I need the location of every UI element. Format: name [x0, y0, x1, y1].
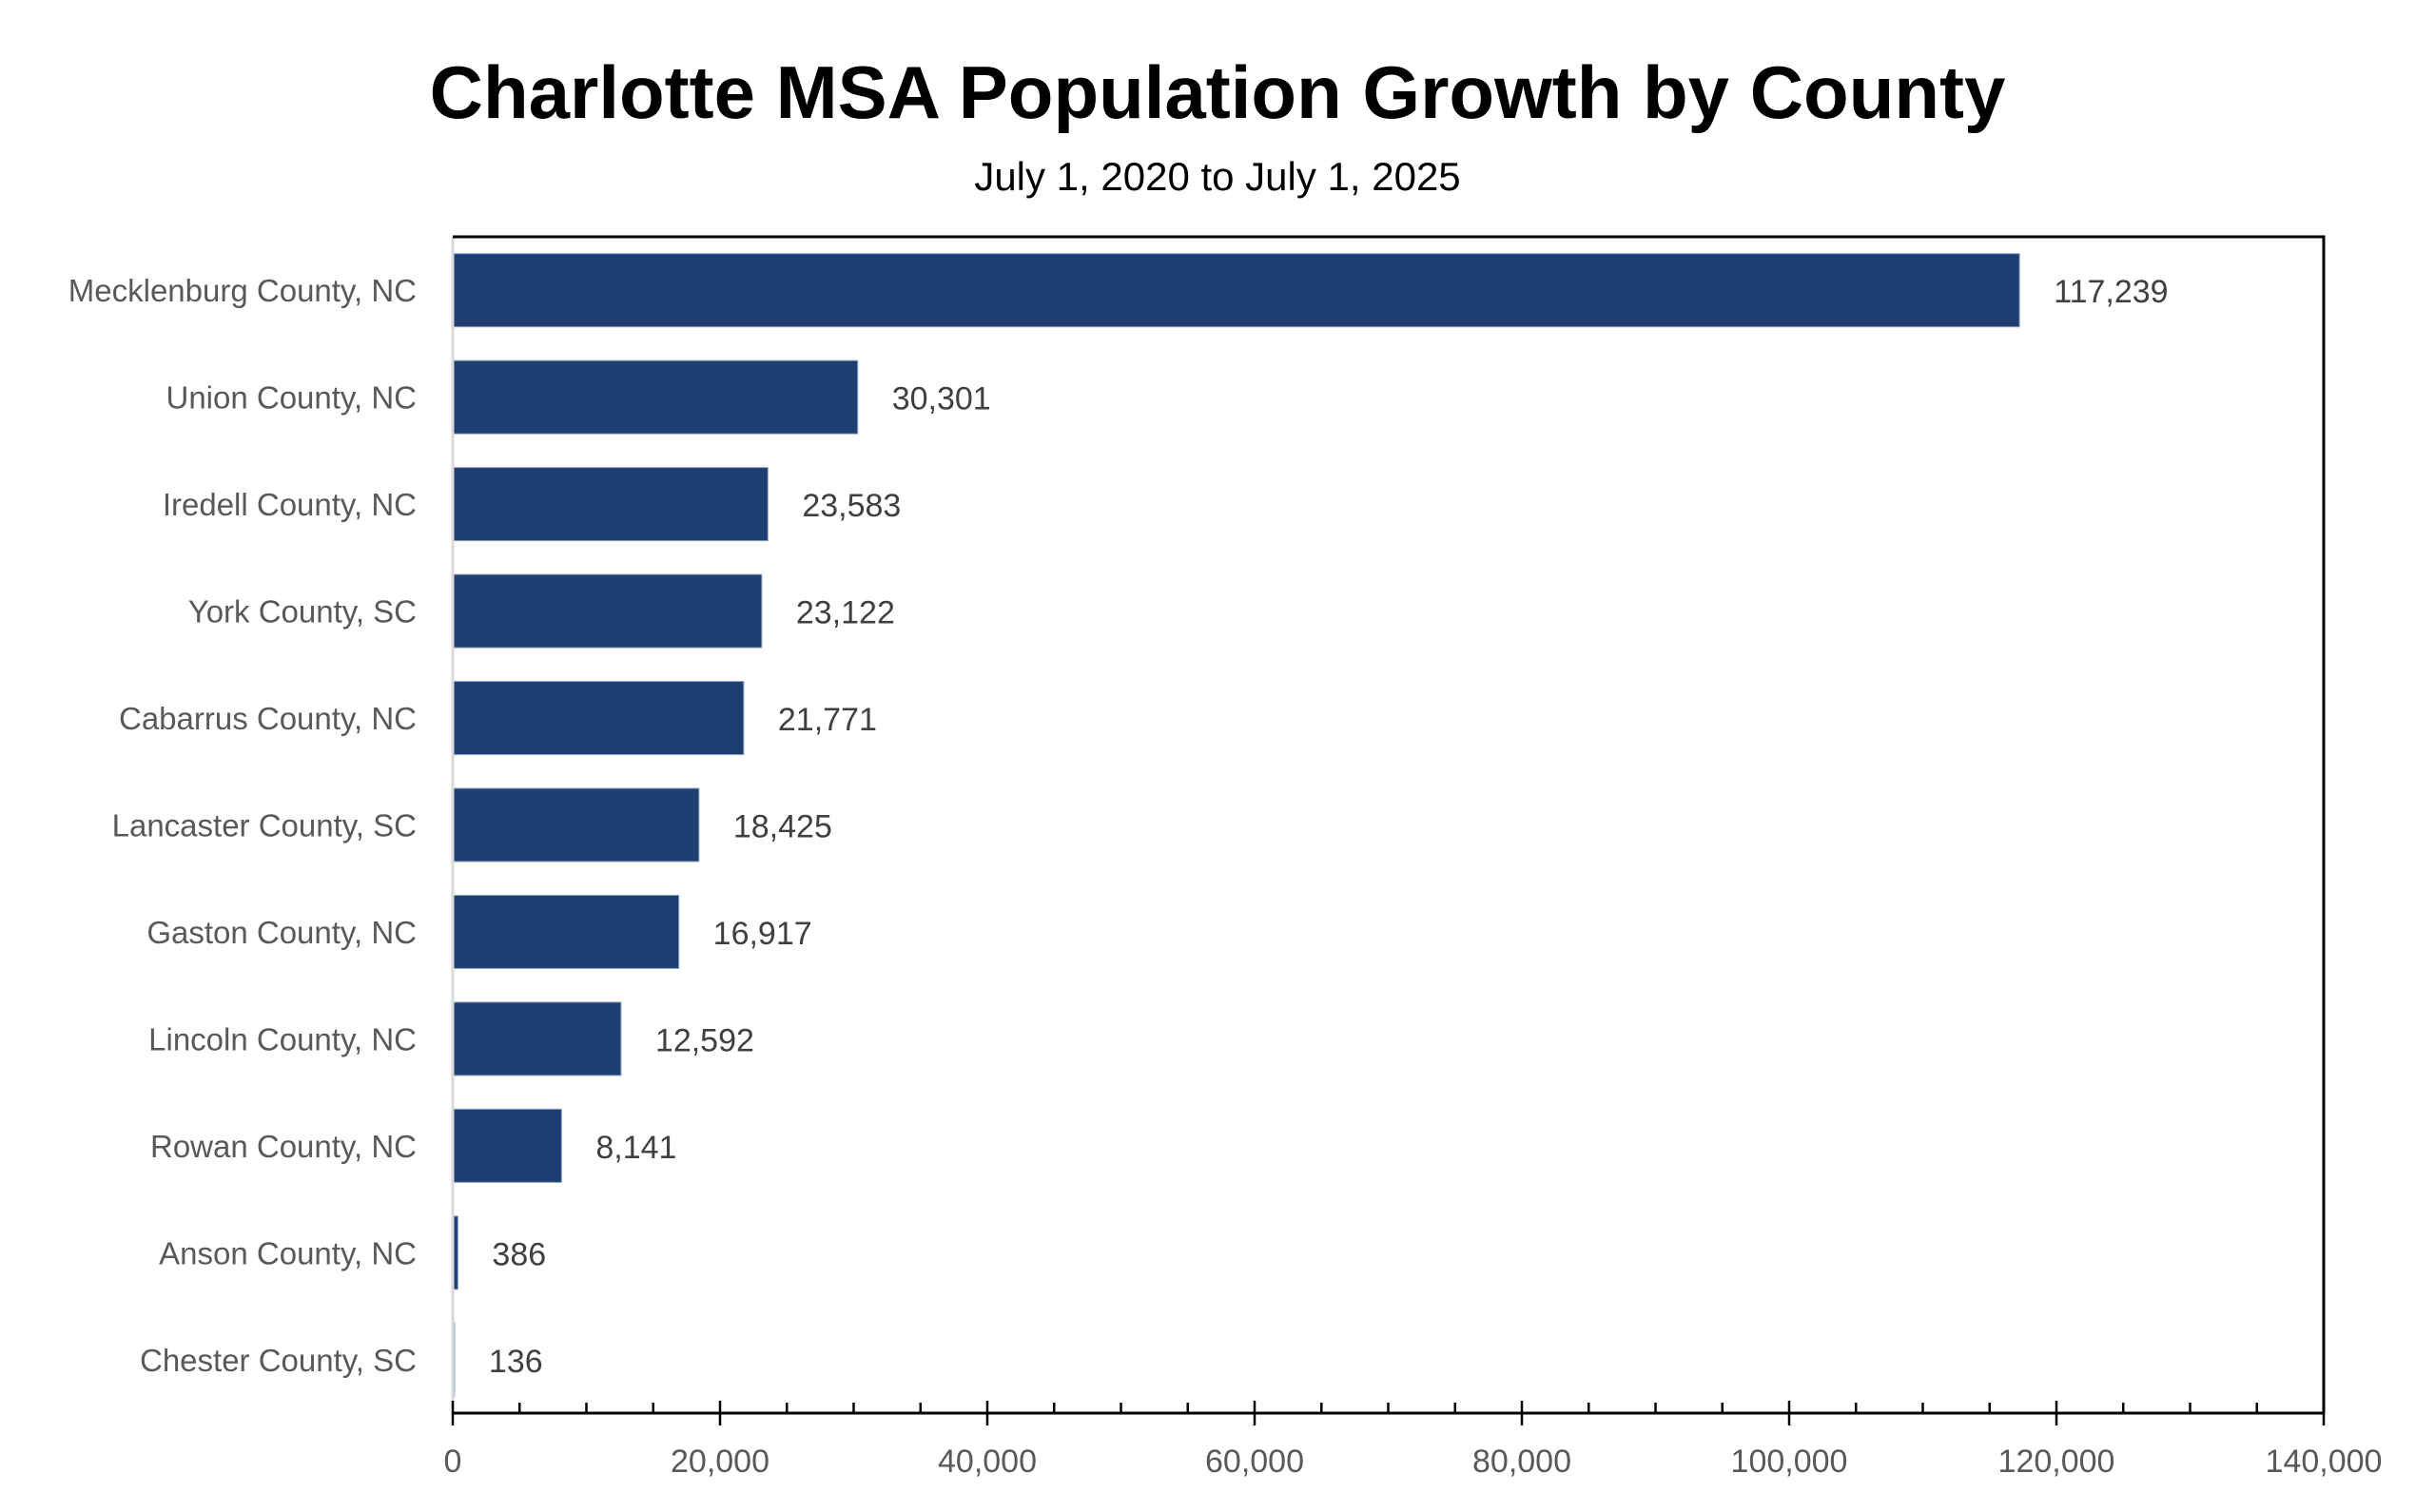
category-label: Union County, NC: [166, 380, 417, 416]
value-label: 12,592: [655, 1022, 754, 1058]
value-label: 18,425: [733, 809, 832, 845]
value-label: 8,141: [595, 1130, 676, 1166]
value-label: 386: [492, 1236, 546, 1272]
category-label: Chester County, SC: [140, 1343, 417, 1378]
bar: [452, 894, 680, 969]
category-label: Cabarrus County, NC: [119, 701, 417, 736]
value-axis-tick-labels: 0 20,000 40,000 60,000 80,000 100,000 120,000 1…: [444, 1444, 2383, 1480]
bar: [452, 359, 859, 435]
x-tick-label: 60,000: [1205, 1444, 1304, 1480]
x-tick-label: 80,000: [1472, 1444, 1571, 1480]
value-axis-ticks: [451, 1401, 2326, 1425]
value-label: 23,583: [802, 488, 901, 524]
category-label: Gaston County, NC: [146, 915, 417, 950]
x-tick-label: 20,000: [671, 1444, 769, 1480]
bar: [452, 573, 763, 649]
chart-title: Charlotte MSA Population Growth by Count…: [430, 50, 2006, 134]
value-labels: 117,239 30,301 23,583 23,122 21,771 18,425 16,…: [489, 274, 2169, 1380]
category-label: Anson County, NC: [159, 1235, 417, 1270]
chart-subtitle: July 1, 2020 to July 1, 2025: [974, 154, 1460, 199]
category-label: Iredell County, NC: [163, 487, 417, 522]
x-tick-label: 140,000: [2266, 1444, 2383, 1480]
bars-layer: [452, 253, 2020, 1397]
category-label: Mecklenburg County, NC: [68, 273, 417, 308]
value-label: 136: [489, 1344, 543, 1380]
category-label: Lincoln County, NC: [148, 1021, 417, 1056]
value-label: 117,239: [2054, 274, 2168, 310]
value-label: 16,917: [713, 916, 812, 952]
category-labels: Mecklenburg County, NC Union County, NC Ir…: [68, 273, 417, 1378]
category-label: Lancaster County, SC: [112, 808, 417, 843]
value-label: 30,301: [892, 381, 991, 417]
bar: [452, 253, 2020, 328]
bar: [452, 467, 769, 542]
x-tick-label: 100,000: [1731, 1444, 1848, 1480]
x-tick-label: 40,000: [938, 1444, 1037, 1480]
bar: [452, 681, 745, 756]
x-tick-label: 0: [444, 1444, 462, 1480]
category-label: York County, SC: [188, 594, 417, 630]
bar: [452, 1108, 562, 1183]
value-label: 21,771: [778, 702, 877, 738]
x-tick-label: 120,000: [1998, 1444, 2115, 1480]
value-label: 23,122: [796, 595, 895, 631]
category-label: Rowan County, NC: [150, 1129, 417, 1164]
bar: [452, 787, 700, 863]
bar: [452, 1001, 622, 1076]
